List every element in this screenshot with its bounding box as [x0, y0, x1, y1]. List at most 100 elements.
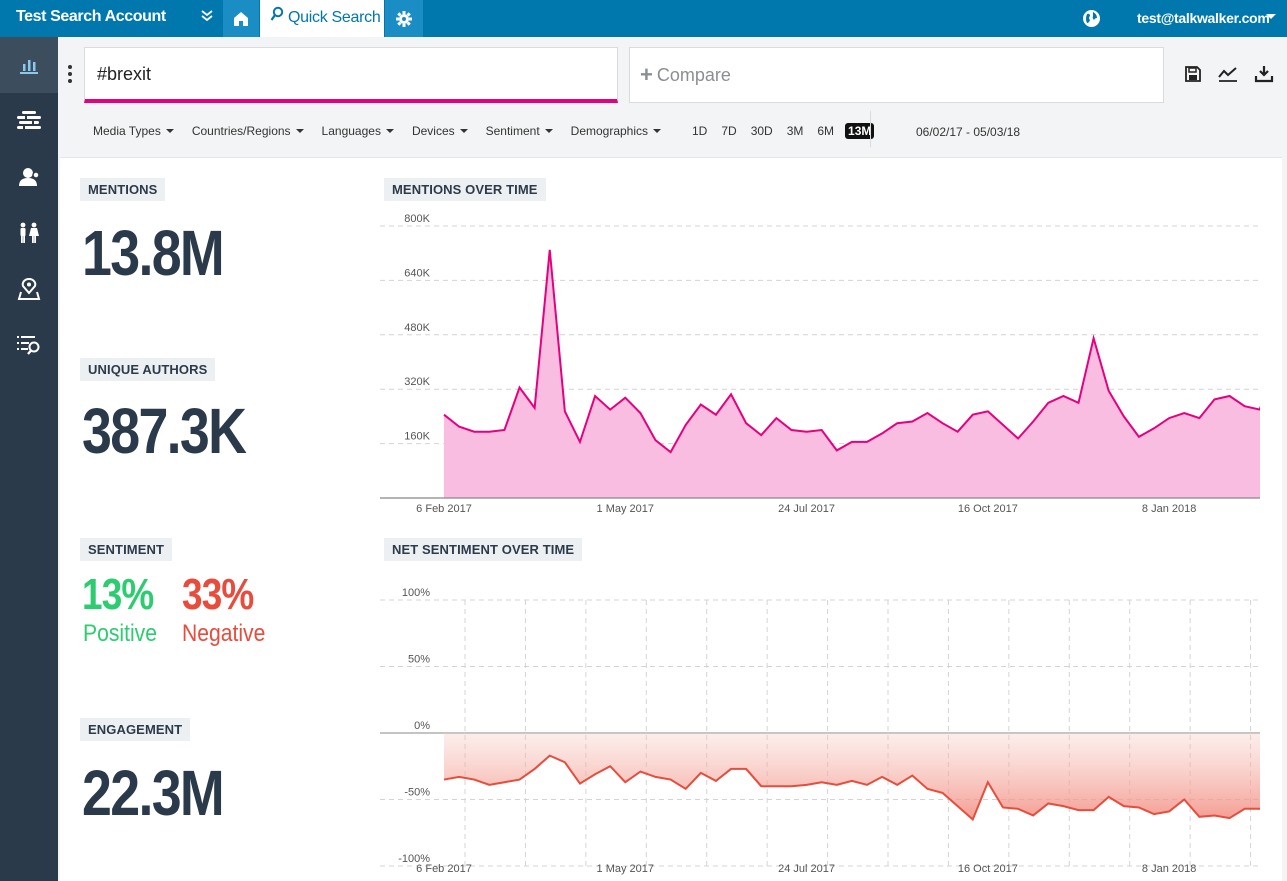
map-pin-icon [17, 278, 41, 300]
range-6m[interactable]: 6M [817, 124, 835, 138]
bar-chart-icon [20, 60, 38, 74]
engagement-value: 22.3M [82, 757, 225, 829]
filter-label: Languages [321, 124, 381, 138]
positive-label: Positive [83, 620, 157, 647]
top-bar: Test Search Account Quick Search test@ta… [0, 0, 1287, 37]
toolbar [1184, 65, 1274, 83]
filter-label: Demographics [570, 124, 649, 138]
home-icon [234, 11, 248, 26]
filter-bar: Media Types Countries/Regions Languages … [93, 124, 679, 138]
caret-down-icon [653, 129, 662, 133]
y-tick-label: 50% [408, 654, 430, 666]
filter-media-types[interactable]: Media Types [93, 124, 174, 138]
y-tick-label: 100% [402, 587, 430, 599]
x-tick-label: 24 Jul 2017 [778, 503, 835, 515]
trend-icon[interactable] [1218, 65, 1238, 83]
sidebar-item-stream[interactable] [0, 93, 58, 149]
search-box[interactable] [84, 47, 618, 103]
y-tick-label: 480K [404, 322, 430, 334]
plus-icon: + [640, 62, 653, 87]
x-tick-label: 1 May 2017 [597, 863, 654, 875]
negative-label: Negative [182, 620, 266, 647]
caret-down-icon [544, 129, 553, 133]
filter-label: Sentiment [485, 124, 540, 138]
date-range[interactable]: 06/02/17 - 05/03/18 [916, 125, 1021, 139]
engagement-label: ENGAGEMENT [80, 718, 191, 741]
positive-percent: 13% [82, 570, 154, 619]
sidebar-item-search-list[interactable] [0, 317, 58, 373]
filter-label: Devices [411, 124, 455, 138]
x-tick-label: 16 Oct 2017 [958, 863, 1018, 875]
x-tick-label: 8 Jan 2018 [1142, 503, 1196, 515]
x-tick-label: 6 Feb 2017 [416, 863, 472, 875]
globe-icon[interactable] [1082, 9, 1101, 33]
caret-down-icon [165, 129, 174, 133]
filter-demographics[interactable]: Demographics [570, 124, 662, 138]
time-range-selector: 1D 7D 30D 3M 6M 13M [689, 123, 882, 139]
x-tick-label: 24 Jul 2017 [778, 863, 835, 875]
net-sentiment-over-time-chart[interactable]: 100% 50% 0% -50% -100%6 Feb 2017 1 May 2017 24… [380, 568, 1260, 880]
x-tick-label: 1 May 2017 [597, 503, 654, 515]
sentiment-chart-title: NET SENTIMENT OVER TIME [384, 538, 583, 561]
x-tick-label: 16 Oct 2017 [958, 503, 1018, 515]
y-tick-label: 160K [404, 431, 430, 443]
range-3m[interactable]: 3M [786, 124, 804, 138]
sidebar-item-influencers[interactable] [0, 149, 58, 205]
caret-down-icon [295, 129, 304, 133]
caret-down-icon [459, 129, 468, 133]
chevron-down-icon[interactable] [1266, 14, 1276, 19]
account-switcher[interactable]: Test Search Account [0, 0, 222, 37]
y-tick-label: 0% [414, 720, 430, 732]
settings-button[interactable] [385, 0, 423, 37]
search-input[interactable] [85, 48, 617, 100]
y-tick-label: 640K [404, 267, 430, 279]
tab-quick-search[interactable]: Quick Search [260, 0, 384, 37]
download-icon[interactable] [1254, 65, 1274, 83]
filter-label: Media Types [93, 124, 161, 138]
range-30d[interactable]: 30D [750, 124, 773, 138]
series-line[interactable] [443, 754, 1260, 822]
search-icon [270, 0, 284, 36]
y-tick-label: -100% [398, 853, 430, 865]
save-icon[interactable] [1184, 65, 1202, 83]
sidebar-item-demographics[interactable] [0, 205, 58, 261]
compare-button[interactable]: + Compare [629, 47, 1164, 103]
compare-label: Compare [656, 65, 731, 85]
search-strip: +Compare Media Types Countries/Regions L… [58, 37, 1287, 157]
sidebar-item-map[interactable] [0, 261, 58, 317]
gear-icon [396, 10, 412, 27]
search-list-icon [17, 336, 40, 355]
range-1d[interactable]: 1D [692, 124, 708, 138]
negative-percent: 33% [182, 570, 254, 619]
filter-devices[interactable]: Devices [412, 124, 468, 138]
divider [870, 111, 871, 147]
series-area [444, 733, 1260, 820]
range-7d[interactable]: 7D [721, 124, 737, 138]
sentiment-label: SENTIMENT [80, 538, 173, 561]
more-options-icon[interactable] [68, 65, 72, 86]
filter-label: Countries/Regions [191, 124, 291, 138]
filter-sentiment[interactable]: Sentiment [486, 124, 553, 138]
filter-languages[interactable]: Languages [322, 124, 394, 138]
demographics-icon [20, 222, 39, 243]
y-tick-label: 320K [404, 376, 430, 388]
sidebar-item-results[interactable] [0, 37, 58, 93]
influencer-icon [19, 168, 40, 186]
mentions-value: 13.8M [82, 217, 225, 289]
y-tick-label: -50% [404, 787, 430, 799]
user-email[interactable]: test@talkwalker.com [1137, 10, 1270, 26]
x-tick-label: 8 Jan 2018 [1142, 863, 1196, 875]
mentions-chart-title: MENTIONS OVER TIME [384, 178, 546, 201]
double-chevron-down-icon [200, 0, 214, 34]
series-line[interactable] [443, 249, 1260, 491]
home-button[interactable] [223, 0, 259, 37]
mentions-label: MENTIONS [80, 178, 166, 201]
sidebar [0, 37, 58, 881]
y-tick-label: 800K [404, 213, 430, 225]
x-tick-label: 6 Feb 2017 [416, 503, 472, 515]
mentions-over-time-chart[interactable]: 160K 320K 480K 640K 800K 6 Feb 2017 1 May 2017… [380, 208, 1260, 528]
quick-search-label: Quick Search [288, 9, 381, 27]
filter-countries-regions[interactable]: Countries/Regions [192, 124, 304, 138]
stream-icon [17, 111, 41, 129]
range-13m[interactable]: 13M [845, 123, 875, 139]
